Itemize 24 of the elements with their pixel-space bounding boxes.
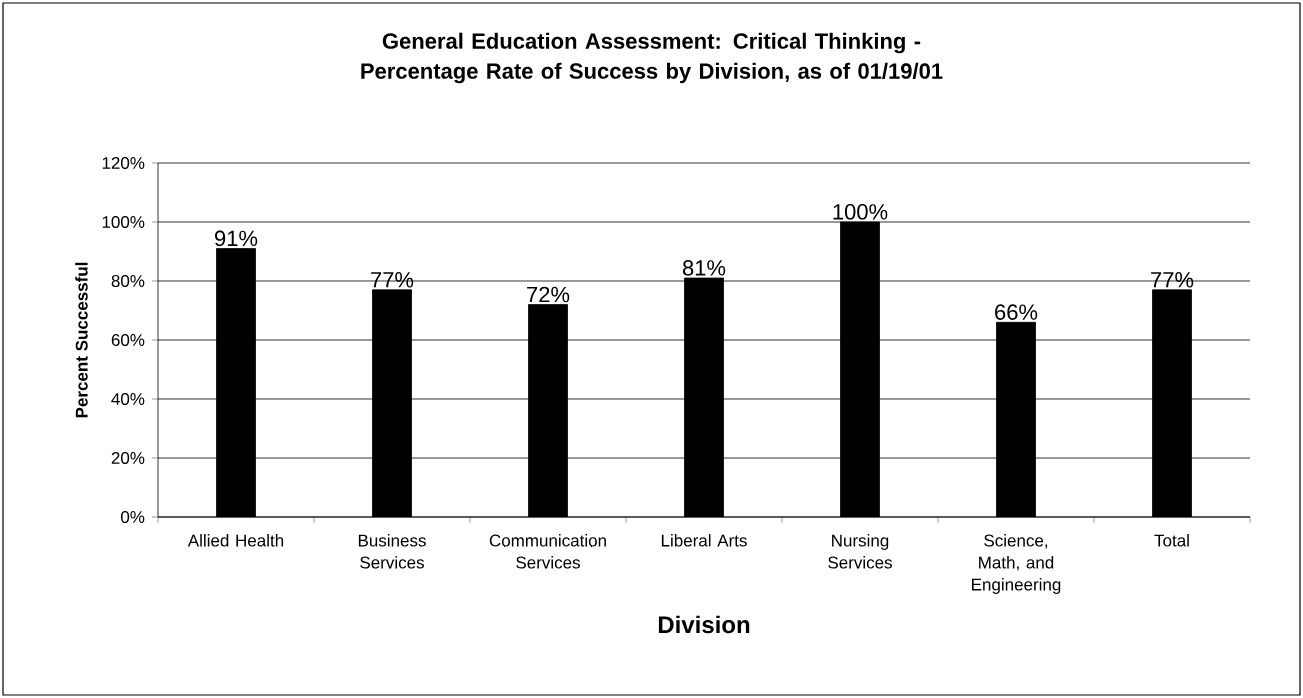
x-tick-label: Nursing Services	[828, 534, 892, 569]
data-label: 77%	[371, 272, 414, 288]
data-label: 91%	[215, 230, 258, 247]
x-axis-title: Division	[658, 615, 750, 634]
x-tick-label: Allied Health	[187, 534, 284, 547]
y-tick-label: 60%	[111, 334, 145, 347]
y-axis-title: Percent Successful	[75, 262, 88, 418]
x-tick-label: Liberal Arts	[661, 534, 747, 547]
y-tick-label: 120%	[102, 157, 145, 170]
x-tick-label: Science, Math, and Engineering	[972, 534, 1061, 594]
x-tick-label: Business Services	[358, 534, 426, 569]
x-tick-label: Total	[1154, 534, 1189, 547]
y-tick-label: 40%	[111, 393, 145, 406]
x-tick-label: Communication Services	[489, 534, 606, 569]
y-tick-label: 0%	[121, 511, 145, 524]
y-tick-label: 20%	[111, 452, 145, 465]
y-tick-label: 80%	[111, 275, 145, 288]
data-label: 72%	[527, 286, 570, 303]
chart-title: General Education Assessment: Critical Thinking - Percentage Rate of Success by Division, as of 01/19/01	[361, 32, 943, 84]
y-tick-label: 100%	[102, 216, 145, 229]
data-label: 77%	[1151, 272, 1194, 288]
data-label: 81%	[682, 260, 726, 276]
data-label: 66%	[995, 304, 1038, 320]
data-label: 100%	[833, 204, 888, 220]
